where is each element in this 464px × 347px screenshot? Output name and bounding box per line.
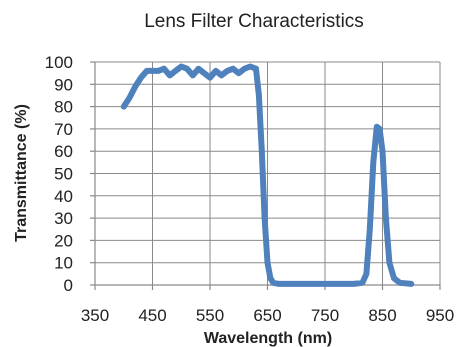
y-tick-label: 60: [54, 142, 73, 161]
tick-labels: 0 10 20 30 40 50 60 70 80 90 100 350 450 550 650 750 850…: [45, 53, 455, 325]
series-line: [120, 63, 415, 287]
x-tick-label: 850: [368, 306, 396, 325]
x-tick-label: 650: [253, 306, 281, 325]
x-tick-label: 550: [196, 306, 224, 325]
y-tick-label: 10: [54, 254, 73, 273]
x-tick-label: 750: [311, 306, 339, 325]
y-tick-label: 80: [54, 98, 73, 117]
x-tick-label: 450: [138, 306, 166, 325]
y-tick-label: 40: [54, 187, 73, 206]
y-tick-label: 20: [54, 231, 73, 250]
x-tick-label: 950: [426, 306, 454, 325]
y-tick-label: 70: [54, 120, 73, 139]
y-axis-label: Transmittance (%): [13, 104, 30, 242]
y-tick-label: 0: [64, 276, 73, 295]
x-tick-label: 350: [81, 306, 109, 325]
chart-title: Lens Filter Characteristics: [144, 11, 364, 32]
x-axis-label: Wavelength (nm): [204, 330, 332, 347]
y-tick-label: 50: [54, 165, 73, 184]
y-tick-label: 30: [54, 209, 73, 228]
y-tick-label: 90: [54, 75, 73, 94]
y-tick-label: 100: [45, 53, 73, 72]
series-layer: [120, 63, 415, 287]
axes: [90, 61, 441, 290]
